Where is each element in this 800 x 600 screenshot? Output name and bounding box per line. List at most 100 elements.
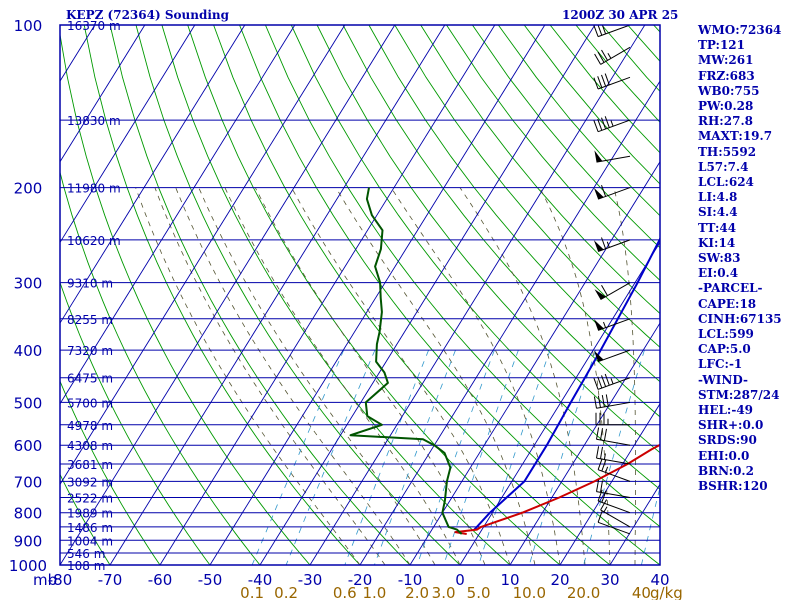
barb-flag <box>601 25 607 35</box>
barb-pennant <box>593 319 604 331</box>
pressure-tick-label: 100 <box>14 17 43 35</box>
temperature-trace <box>454 443 660 535</box>
barb-flag <box>600 446 603 459</box>
barb-flag <box>596 427 600 440</box>
wind-barb <box>597 458 631 482</box>
barb-flag <box>596 446 600 459</box>
mixing-ratio-label: 3.0 <box>432 584 456 600</box>
mixing-ratio-label: 0.6 <box>333 584 357 600</box>
isotherm-line <box>60 25 146 163</box>
wind-barb <box>594 150 631 163</box>
barb-flag <box>593 120 599 132</box>
wind-barb <box>594 46 631 65</box>
barb-shaft <box>597 119 631 133</box>
barb-flag <box>601 459 607 472</box>
isotherm-line <box>60 25 346 486</box>
barb-flag <box>593 77 599 90</box>
height-label: 10620 m <box>67 234 121 248</box>
index-item: HEL:-49 <box>698 403 754 418</box>
barb-half-flag <box>610 378 614 385</box>
wind-barb <box>593 25 631 38</box>
index-item: TH:5592 <box>698 144 757 159</box>
chart-title: KEPZ (72364) Sounding <box>66 8 230 22</box>
barb-shaft <box>596 491 631 499</box>
height-label: 3681 m <box>67 458 113 472</box>
mixing-ratio-unit-label: g/kg <box>650 584 683 600</box>
pressure-tick-label: 500 <box>14 394 43 412</box>
height-label: 9310 m <box>67 277 113 291</box>
temperature-tick-label: 40 <box>650 571 669 589</box>
index-item: MW:261 <box>698 53 754 68</box>
temperature-tick-label: -80 <box>48 571 73 589</box>
index-item: LI:4.8 <box>698 190 738 205</box>
pressure-tick-label: 400 <box>14 342 43 360</box>
pressure-tick-label: 1000 <box>9 557 47 575</box>
wind-barb <box>593 116 631 133</box>
wind-barb <box>593 185 631 200</box>
mixing-ratio-label: 40 <box>632 584 651 600</box>
mixing-ratio-label: 1.0 <box>362 584 386 600</box>
height-label: 13830 m <box>67 114 121 128</box>
index-item: SHR+:0.0 <box>698 418 764 433</box>
barb-shaft <box>597 239 631 252</box>
isotherm-line <box>259 25 596 565</box>
index-item: CAPE:18 <box>698 296 757 311</box>
barb-flag <box>604 116 610 128</box>
wind-barb <box>600 499 631 528</box>
temperature-tick-label: -40 <box>248 571 273 589</box>
index-item: PW:0.28 <box>698 99 754 114</box>
barb-half-flag <box>603 506 608 513</box>
wind-barb <box>597 510 631 535</box>
barb-shaft <box>597 187 631 200</box>
height-label: 546 m <box>67 547 105 561</box>
barb-pennant <box>593 187 604 200</box>
isotherm-line <box>60 25 396 565</box>
barb-shaft <box>597 377 631 390</box>
plot-frame <box>59 24 661 566</box>
index-item: SW:83 <box>698 251 741 266</box>
index-item: L57:7.4 <box>698 159 749 174</box>
index-item: WMO:72364 <box>698 23 782 37</box>
barb-flag <box>604 373 610 386</box>
isotherm-line <box>109 25 446 565</box>
isotherm-line <box>359 80 660 565</box>
plot-area <box>60 25 660 565</box>
index-item: BSHR:120 <box>698 479 768 494</box>
barb-flag <box>593 396 597 409</box>
barb-flag <box>601 185 607 197</box>
barb-flag <box>597 76 603 88</box>
index-item: RH:27.8 <box>698 114 753 129</box>
barb-flag <box>601 74 607 87</box>
isotherm-line <box>309 25 646 565</box>
moist-adiabat <box>135 187 361 565</box>
pressure-tick-label: 800 <box>14 505 43 523</box>
mixing-ratio-label: 2.0 <box>405 584 429 600</box>
index-item: LCL:624 <box>698 175 754 190</box>
index-item: LFC:-1 <box>698 357 743 372</box>
mixing-ratio-label: 20.0 <box>567 584 600 600</box>
barb-pennant <box>594 289 606 300</box>
wind-barb <box>593 73 631 90</box>
parcel-trace <box>473 236 660 531</box>
barb-flag <box>597 25 603 36</box>
barb-flag <box>597 376 603 389</box>
temperature-tick-label: -50 <box>198 571 223 589</box>
index-item: TT:44 <box>698 220 737 235</box>
height-label: 2522 m <box>67 492 113 506</box>
mixing-ratio-label: 5.0 <box>467 584 491 600</box>
barb-flag <box>601 237 607 249</box>
barb-pennant <box>593 350 604 362</box>
barb-flag <box>601 285 608 296</box>
barb-flag <box>600 480 603 493</box>
moist-adiabat <box>154 187 386 565</box>
isotherm-line <box>559 402 660 565</box>
mixing-ratio-label: 0.1 <box>240 584 264 600</box>
isotherm-line <box>159 25 496 565</box>
isotherm-line <box>459 241 660 565</box>
wind-barb <box>594 282 631 301</box>
barb-shaft <box>600 509 631 528</box>
barb-half-flag <box>603 453 606 460</box>
wind-barb <box>593 394 631 409</box>
